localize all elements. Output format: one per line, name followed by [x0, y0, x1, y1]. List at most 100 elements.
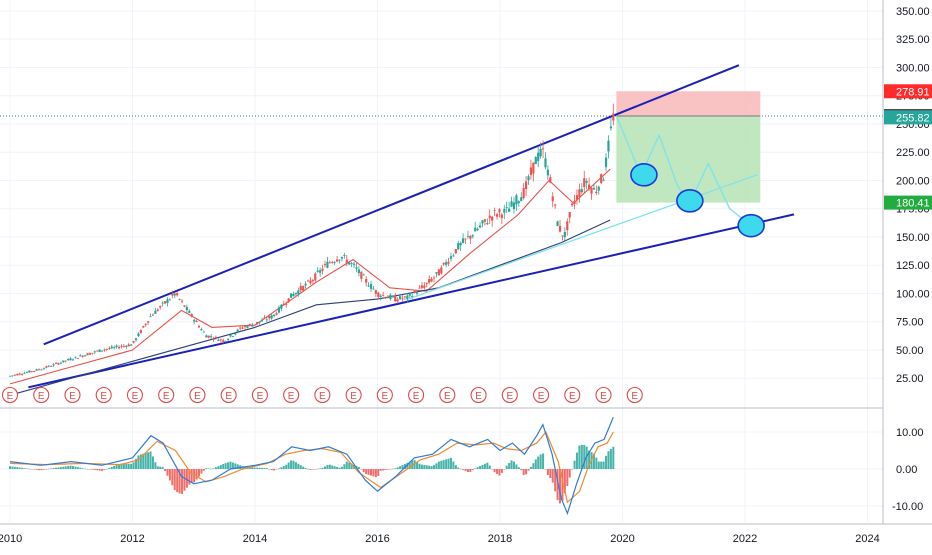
candle-body	[224, 340, 227, 342]
candle-body	[117, 347, 121, 349]
candle-body	[534, 157, 537, 165]
macd-histogram-bar	[40, 469, 43, 471]
macd-histogram-bar	[319, 468, 322, 469]
stop-loss-zone	[616, 91, 761, 117]
macd-histogram-bar	[462, 469, 465, 470]
macd-histogram-bar	[105, 468, 108, 470]
candle-body	[590, 187, 593, 194]
target-circle	[676, 189, 704, 213]
earnings-marker	[532, 386, 550, 404]
candle-body	[607, 140, 610, 152]
macd-histogram-bar	[277, 468, 280, 469]
candle-body	[42, 368, 46, 370]
macd-histogram-bar	[236, 464, 239, 469]
candle-body	[210, 336, 213, 338]
candle-body	[500, 214, 503, 219]
candle-body	[321, 268, 324, 271]
macd-histogram-bar	[360, 469, 363, 470]
candle-body	[144, 324, 147, 326]
macd-histogram-bar	[176, 469, 179, 493]
macd-histogram-bar	[309, 469, 312, 470]
price-tick-label: 200.00	[896, 175, 930, 187]
candle-body	[243, 326, 247, 328]
earnings-marker-label: E	[413, 391, 420, 402]
candle-body	[127, 344, 130, 347]
macd-histogram-bar	[406, 462, 409, 469]
candle-body	[306, 280, 310, 282]
macd-histogram-bar	[491, 469, 494, 470]
candle-body	[486, 222, 489, 225]
candle-body	[517, 201, 520, 204]
earnings-marker-label: E	[257, 391, 264, 402]
macd-histogram-bar	[386, 469, 389, 470]
candle-body	[551, 196, 554, 202]
candle-body	[355, 267, 358, 269]
earnings-marker-label: E	[506, 391, 513, 402]
candle-body	[537, 152, 540, 162]
candle-body	[333, 262, 336, 264]
earnings-marker	[626, 386, 643, 404]
candle-body	[159, 306, 162, 308]
candle-body	[289, 293, 293, 298]
macd-histogram-bar	[166, 469, 169, 476]
projection	[407, 115, 765, 300]
candle-body	[79, 355, 82, 357]
macd-histogram-bar	[394, 468, 397, 469]
candle-body	[554, 204, 557, 206]
candle-body	[28, 370, 31, 373]
candle-body	[173, 293, 176, 296]
macd-histogram-bar	[384, 469, 387, 470]
macd-histogram-bar	[486, 462, 489, 469]
macd-histogram-bar	[554, 469, 557, 492]
candle-body	[331, 262, 334, 263]
macd-histogram-bar	[563, 469, 566, 494]
macd-histogram-bar	[549, 469, 552, 478]
candle-body	[609, 126, 612, 129]
candle-body	[340, 256, 344, 259]
candle-body	[239, 327, 242, 329]
macd-histogram-bar	[304, 467, 307, 469]
candle-body	[461, 238, 465, 243]
macd-histogram-bar	[21, 467, 24, 469]
candle-body	[236, 329, 239, 332]
macd-histogram-bar	[374, 469, 377, 478]
macd-histogram-bar	[205, 468, 208, 469]
candle-body	[183, 305, 186, 307]
macd-histogram-bar	[437, 461, 440, 469]
candle-body	[493, 210, 496, 212]
candle-body	[125, 345, 128, 348]
macd-histogram-bar	[418, 463, 421, 469]
candle-body	[384, 297, 387, 299]
moving-averages	[9, 168, 611, 396]
macd-histogram-bar	[425, 465, 428, 469]
macd-histogram-bar	[47, 468, 50, 470]
macd-histogram-bar	[316, 468, 319, 470]
candle-body	[478, 225, 482, 228]
price-tag	[884, 84, 932, 99]
time-tick-label: 2014	[243, 533, 267, 545]
earnings-marker	[408, 386, 425, 404]
candle-body	[508, 208, 511, 212]
candle-body	[328, 262, 331, 264]
macd-histogram-bar	[210, 468, 213, 470]
candle-body	[580, 189, 583, 193]
macd-histogram-bar	[30, 469, 33, 470]
macd-histogram-bar	[585, 446, 588, 469]
candle-body	[600, 174, 603, 183]
macd-histogram-bar	[263, 467, 266, 469]
macd-tick-label: -10.00	[892, 501, 923, 513]
candle-body	[64, 360, 67, 362]
macd-histogram-bar	[583, 444, 586, 469]
candle-body	[532, 162, 535, 174]
macd-histogram-bar	[428, 465, 431, 469]
candle-body	[57, 363, 60, 365]
macd-histogram-bar	[69, 465, 72, 469]
candle-body	[558, 225, 562, 232]
candle-body	[505, 207, 508, 209]
candle-body	[103, 349, 106, 351]
macd-histogram-bar	[103, 469, 106, 470]
candle-body	[248, 324, 251, 325]
candle-body	[452, 255, 455, 257]
